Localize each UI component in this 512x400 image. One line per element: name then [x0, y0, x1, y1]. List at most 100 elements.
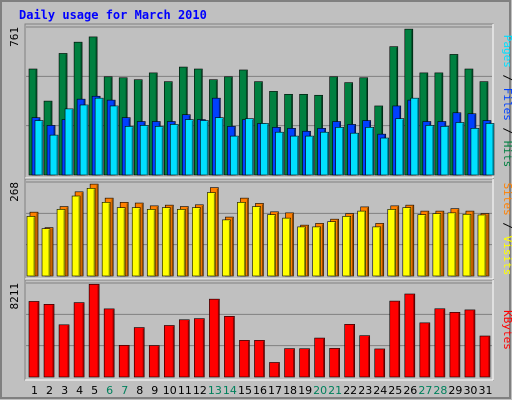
bar-pages: [320, 131, 329, 176]
bar-pages: [260, 123, 269, 176]
bar-visits: [41, 228, 51, 277]
bar-visits: [222, 219, 231, 277]
x-tick-label: 6: [106, 384, 113, 397]
bar-visits: [462, 213, 472, 277]
bar-kbytes: [28, 301, 40, 378]
bar-pages: [200, 120, 209, 176]
series-axis-label: KBytes: [501, 310, 512, 350]
bar-pages: [275, 131, 284, 176]
x-tick-label: 10: [163, 384, 177, 397]
bar-kbytes: [88, 283, 100, 378]
axis-label-sep: /: [501, 216, 512, 236]
bar-kbytes: [464, 309, 476, 378]
x-tick-label: 2: [46, 384, 53, 397]
bar-pages: [365, 127, 375, 176]
bar-kbytes: [179, 319, 190, 378]
axis-label-kbytes: KBytes: [501, 310, 512, 350]
axis-label-hits: Hits: [501, 141, 512, 168]
axis-label-sep1: /: [501, 121, 512, 141]
x-tick-label: 29: [448, 384, 462, 397]
bar-pages: [79, 104, 89, 176]
x-tick-label: 21: [328, 384, 342, 397]
bar-visits: [447, 212, 457, 277]
bar-kbytes: [239, 340, 250, 378]
bar-kbytes: [43, 304, 55, 378]
bars-kbytes: [28, 283, 491, 378]
series-axis-label: Sites / Visits: [501, 183, 512, 276]
bar-pages: [94, 97, 104, 176]
bar-pages: [185, 119, 194, 176]
chart-title: Daily usage for March 2010: [19, 8, 207, 22]
y-max-label: 761: [8, 27, 21, 47]
panel-visits-sites: 268 Sites / Visits: [8, 178, 512, 280]
bar-kbytes: [209, 298, 220, 378]
bar-kbytes: [479, 335, 491, 378]
axis-label-pages: Pages: [501, 35, 512, 68]
bar-visits: [342, 216, 351, 277]
bar-pages: [440, 126, 450, 176]
bar-visits: [177, 209, 186, 277]
bar-visits: [312, 226, 321, 277]
axis-label-files: Files: [501, 88, 512, 121]
bar-kbytes: [224, 316, 235, 378]
bar-kbytes: [58, 324, 70, 378]
y-max-label: 268: [8, 182, 21, 202]
x-tick-label: 3: [61, 384, 68, 397]
bar-pages: [350, 132, 359, 176]
bar-kbytes: [194, 318, 205, 378]
bar-kbytes: [314, 337, 325, 378]
axis-label-sites: Sites: [501, 183, 512, 216]
bar-pages: [230, 135, 239, 176]
panel-kbytes: 8211 KBytes: [8, 279, 512, 381]
x-tick-label: 17: [268, 384, 282, 397]
bar-kbytes: [269, 362, 280, 378]
x-tick-label: 20: [313, 384, 327, 397]
bar-pages: [109, 105, 119, 176]
x-tick-label: 19: [298, 384, 312, 397]
bar-visits: [402, 207, 412, 277]
series-axis-label: Pages / Files / Hits: [501, 35, 512, 168]
bar-visits: [146, 209, 156, 277]
bar-pages: [124, 126, 134, 176]
x-tick-label: 28: [433, 384, 447, 397]
bar-kbytes: [103, 308, 115, 378]
x-tick-label: 22: [343, 384, 357, 397]
bar-kbytes: [163, 325, 175, 378]
bar-kbytes: [299, 348, 310, 378]
bar-pages: [290, 135, 299, 176]
bar-visits: [86, 188, 96, 277]
bar-pages: [425, 125, 435, 176]
x-axis-labels: 1 2 3 4 5 6 7 8 9 10 11 12 13 14 15 16 17 18 19 20 21 22 23 24 2…: [31, 384, 492, 397]
bar-kbytes: [434, 308, 446, 378]
bar-kbytes: [73, 302, 85, 378]
bar-kbytes: [284, 348, 295, 378]
bar-pages: [305, 135, 314, 176]
bar-visits: [207, 192, 216, 277]
bar-pages: [410, 97, 420, 176]
bar-visits: [432, 213, 442, 277]
x-tick-label: 23: [358, 384, 372, 397]
bar-kbytes: [389, 300, 401, 378]
x-tick-label: 26: [403, 384, 417, 397]
bar-visits: [267, 214, 276, 277]
x-tick-label: 14: [223, 384, 237, 397]
bar-visits: [237, 202, 246, 277]
y-max-label: 8211: [8, 283, 21, 310]
bar-pages: [395, 118, 405, 176]
bar-kbytes: [254, 340, 265, 378]
bar-pages: [455, 122, 465, 176]
bar-kbytes: [148, 345, 160, 378]
panel-hits-files-pages: 761 Pages / Files / Hits: [8, 23, 512, 179]
bar-visits: [297, 226, 306, 277]
bar-visits: [56, 209, 66, 277]
bar-visits: [26, 216, 36, 277]
bar-visits: [282, 217, 291, 277]
bars-visits-sites: [26, 183, 490, 277]
bar-pages: [485, 123, 495, 176]
x-tick-label: 9: [151, 384, 158, 397]
bar-pages: [245, 118, 254, 176]
bar-visits: [357, 210, 367, 277]
bar-visits: [131, 207, 141, 277]
